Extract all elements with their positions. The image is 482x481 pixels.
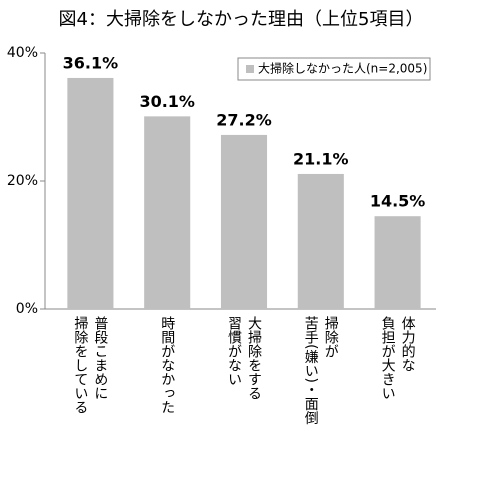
y-tick-label: 20%	[7, 173, 38, 189]
legend-swatch	[246, 65, 254, 73]
bar	[220, 134, 268, 309]
data-label: 21.1%	[293, 149, 349, 168]
chart-title: 図4：大掃除をしなかった理由（上位5項目）	[59, 9, 424, 30]
bar	[67, 77, 114, 310]
x-tick-label: 大掃除をする 習慣がない	[226, 316, 262, 400]
legend	[237, 57, 431, 81]
y-tick-label: 40%	[7, 45, 38, 61]
data-label: 30.1%	[139, 92, 195, 111]
x-tick-label: 掃除が 苦手(嫌い)・面倒	[302, 316, 339, 425]
x-tick-label: 普段こまめに 掃除をしている	[72, 316, 109, 414]
y-tick-label: 0%	[16, 301, 38, 317]
data-label: 27.2%	[216, 110, 272, 129]
data-label: 14.5%	[370, 192, 426, 211]
x-tick-label: 体力的な 負担が大きい	[379, 316, 416, 400]
bar	[144, 116, 191, 309]
bar	[374, 216, 421, 309]
data-label: 36.1%	[63, 53, 119, 72]
bar	[297, 173, 344, 309]
legend-label: 大掃除しなかった人(n=2,005)	[258, 61, 427, 76]
x-tick-label: 時間がなかった	[159, 316, 176, 414]
